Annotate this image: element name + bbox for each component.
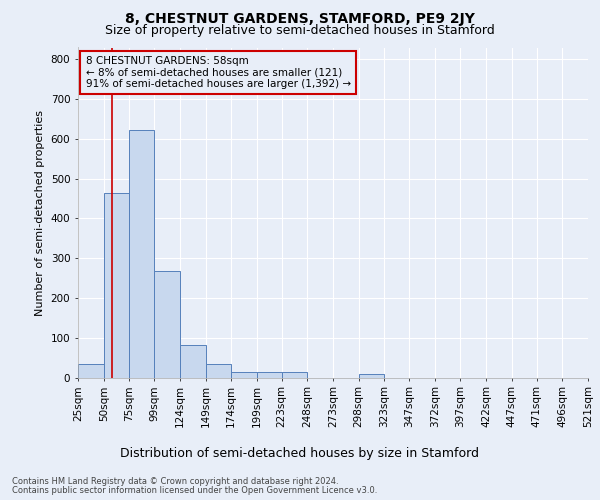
Bar	[231, 372, 257, 378]
Bar	[257, 372, 281, 378]
Text: Contains HM Land Registry data © Crown copyright and database right 2024.: Contains HM Land Registry data © Crown c…	[12, 477, 338, 486]
Text: Size of property relative to semi-detached houses in Stamford: Size of property relative to semi-detach…	[105, 24, 495, 37]
Text: Distribution of semi-detached houses by size in Stamford: Distribution of semi-detached houses by …	[121, 448, 479, 460]
Bar	[359, 374, 385, 378]
Bar	[180, 344, 205, 378]
Bar	[78, 364, 104, 378]
Bar	[205, 364, 231, 378]
Text: 8 CHESTNUT GARDENS: 58sqm
← 8% of semi-detached houses are smaller (121)
91% of : 8 CHESTNUT GARDENS: 58sqm ← 8% of semi-d…	[86, 56, 351, 89]
Bar	[154, 271, 180, 378]
Bar	[281, 372, 307, 378]
Bar	[104, 192, 130, 378]
Y-axis label: Number of semi-detached properties: Number of semi-detached properties	[35, 110, 45, 316]
Text: 8, CHESTNUT GARDENS, STAMFORD, PE9 2JY: 8, CHESTNUT GARDENS, STAMFORD, PE9 2JY	[125, 12, 475, 26]
Text: Contains public sector information licensed under the Open Government Licence v3: Contains public sector information licen…	[12, 486, 377, 495]
Bar	[130, 130, 154, 378]
